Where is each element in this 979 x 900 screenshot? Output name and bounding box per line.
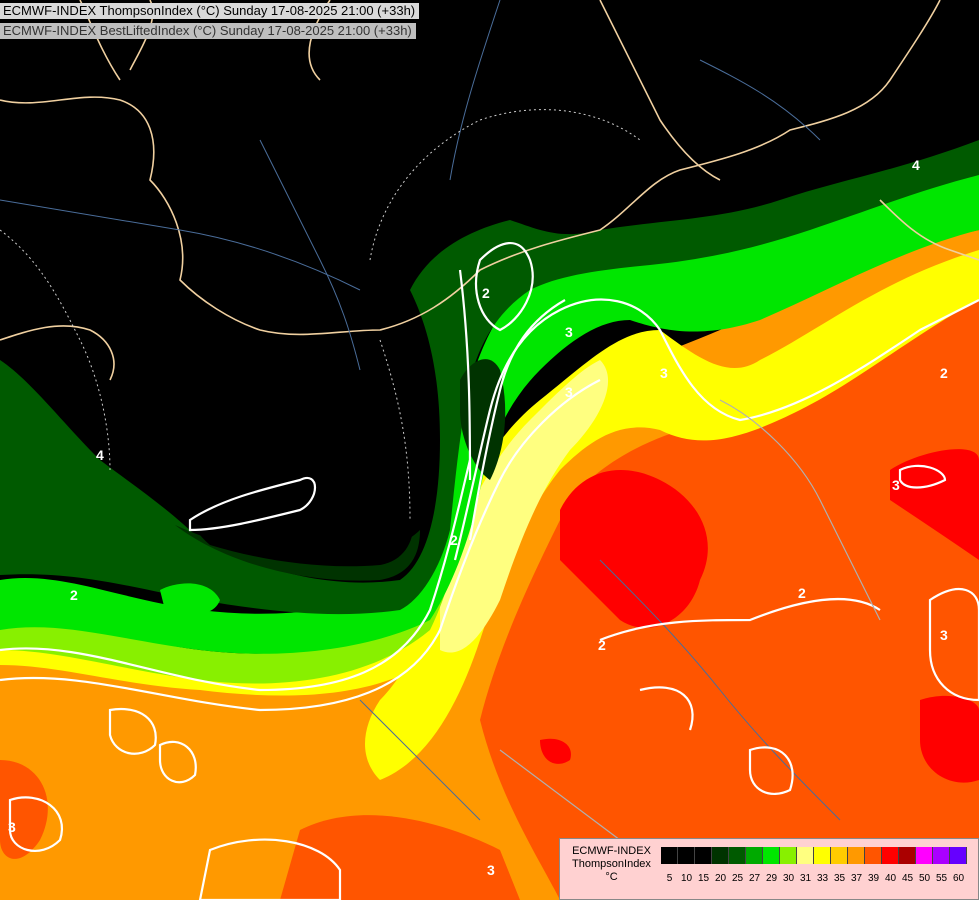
legend-tick-label: 35 [833, 873, 846, 884]
legend-swatch [882, 847, 899, 864]
contour-label: 2 [450, 532, 458, 548]
legend-tick-label: 33 [816, 873, 829, 884]
legend-swatches [661, 847, 967, 864]
legend-swatch [797, 847, 814, 864]
field-light-green-patch [160, 583, 220, 616]
field-darkest-green-2 [460, 359, 506, 480]
contour-label: 4 [912, 157, 920, 173]
legend-swatch [848, 847, 865, 864]
field-red-4 [540, 738, 571, 764]
dotted-contours [0, 109, 641, 521]
contour-label: 3 [892, 477, 900, 493]
legend-swatch [746, 847, 763, 864]
field-dark-green [0, 140, 979, 615]
legend-label-line1: ECMWF-INDEX [572, 845, 651, 857]
contour-label: 3 [565, 324, 573, 340]
legend-tick-label: 60 [952, 873, 965, 884]
legend-tick-label: 10 [680, 873, 693, 884]
field-yellow-west [0, 630, 430, 696]
legend-label-line2: ThompsonIndex [572, 858, 651, 870]
legend-tick-label: 45 [901, 873, 914, 884]
field-red-1 [560, 470, 708, 628]
legend-swatch [780, 847, 797, 864]
legend-swatch [763, 847, 780, 864]
legend-swatch [916, 847, 933, 864]
legend-tick-label: 31 [799, 873, 812, 884]
field-yellow [365, 250, 979, 780]
legend-tick-label: 37 [850, 873, 863, 884]
legend-swatch [678, 847, 695, 864]
legend-tick-label: 15 [697, 873, 710, 884]
contour-label: 4 [96, 447, 104, 463]
legend-tick-label: 25 [731, 873, 744, 884]
legend-swatch [831, 847, 848, 864]
white-contours [0, 242, 979, 900]
contour-label: 3 [660, 365, 668, 381]
legend-swatch [695, 847, 712, 864]
contour-label: 3 [8, 819, 16, 835]
field-light-yellow [440, 360, 609, 653]
contour-label: 2 [598, 637, 606, 653]
legend-swatch [865, 847, 882, 864]
legend-tick-label: 39 [867, 873, 880, 884]
contour-label: 2 [70, 587, 78, 603]
field-dark-orange [480, 300, 979, 900]
legend-swatch [933, 847, 950, 864]
legend-tick-label: 50 [918, 873, 931, 884]
color-legend: ECMWF-INDEX ThompsonIndex °C 5 10 15 20 25 27… [559, 838, 979, 900]
contour-label: 2 [940, 365, 948, 381]
contour-label: 2 [798, 585, 806, 601]
field-red-2 [890, 449, 979, 560]
grey-contours [499, 399, 881, 841]
map-title-thompson-index: ECMWF-INDEX ThompsonIndex (°C) Sunday 17… [0, 3, 420, 19]
contour-label: 2 [482, 285, 490, 301]
legend-swatch [950, 847, 967, 864]
field-red-3 [920, 695, 979, 783]
legend-tick-label: 55 [935, 873, 948, 884]
legend-swatch [814, 847, 831, 864]
legend-tick-label: 27 [748, 873, 761, 884]
legend-tick-label: 20 [714, 873, 727, 884]
legend-swatch [661, 847, 678, 864]
field-yellow-green [0, 500, 470, 684]
map-title-best-lifted-index: ECMWF-INDEX BestLiftedIndex (°C) Sunday … [0, 23, 416, 39]
legend-label: ECMWF-INDEX ThompsonIndex °C [564, 845, 659, 884]
legend-tick-label: 40 [884, 873, 897, 884]
rivers [0, 0, 841, 821]
legend-tick-label: 29 [765, 873, 778, 884]
field-darkest-green [175, 525, 420, 581]
legend-tick-label: 30 [782, 873, 795, 884]
legend-tick-label: 5 [666, 873, 673, 884]
contour-label: 3 [487, 862, 495, 878]
contour-label: 3 [565, 384, 573, 400]
legend-swatch [899, 847, 916, 864]
field-dark-orange-sw [0, 760, 48, 859]
legend-swatch [729, 847, 746, 864]
legend-swatch [712, 847, 729, 864]
legend-ticks: 5 10 15 20 25 27 29 30 31 33 35 37 39 40 45 50 55 60 [661, 873, 967, 884]
legend-label-line3: °C [605, 871, 618, 883]
contour-label: 3 [940, 627, 948, 643]
